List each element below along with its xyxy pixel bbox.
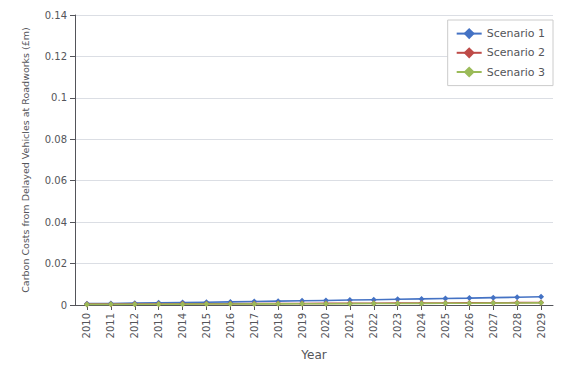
svg-text:0.12: 0.12 (45, 51, 67, 62)
svg-text:2016: 2016 (225, 313, 236, 338)
svg-text:0: 0 (61, 300, 67, 311)
svg-text:2029: 2029 (536, 313, 547, 338)
svg-text:2021: 2021 (344, 313, 355, 338)
svg-text:0.02: 0.02 (45, 258, 67, 269)
svg-text:2026: 2026 (464, 313, 475, 338)
svg-text:Scenario 2: Scenario 2 (487, 46, 545, 59)
svg-text:0.1: 0.1 (51, 92, 67, 103)
svg-text:Scenario 1: Scenario 1 (487, 27, 545, 40)
svg-text:2025: 2025 (440, 313, 451, 338)
svg-text:2013: 2013 (153, 313, 164, 338)
svg-text:0.14: 0.14 (45, 10, 67, 21)
svg-text:2022: 2022 (368, 313, 379, 338)
svg-text:2018: 2018 (273, 313, 284, 338)
svg-text:2017: 2017 (249, 313, 260, 338)
svg-text:Scenario 3: Scenario 3 (487, 66, 545, 79)
svg-text:Carbon Costs from Delayed Vehi: Carbon Costs from Delayed Vehicles at Ro… (20, 27, 31, 293)
svg-text:2011: 2011 (105, 313, 116, 338)
svg-text:2014: 2014 (177, 313, 188, 338)
svg-text:2010: 2010 (81, 313, 92, 338)
svg-text:2023: 2023 (392, 313, 403, 338)
svg-text:2020: 2020 (320, 313, 331, 338)
svg-text:2027: 2027 (488, 313, 499, 338)
svg-text:0.08: 0.08 (45, 134, 67, 145)
svg-text:2015: 2015 (201, 313, 212, 338)
svg-text:2019: 2019 (297, 313, 308, 338)
svg-text:2028: 2028 (512, 313, 523, 338)
svg-text:Year: Year (300, 348, 326, 362)
svg-text:2012: 2012 (129, 313, 140, 338)
svg-text:0.04: 0.04 (45, 217, 67, 228)
svg-text:2024: 2024 (416, 313, 427, 338)
svg-text:0.06: 0.06 (45, 175, 67, 186)
